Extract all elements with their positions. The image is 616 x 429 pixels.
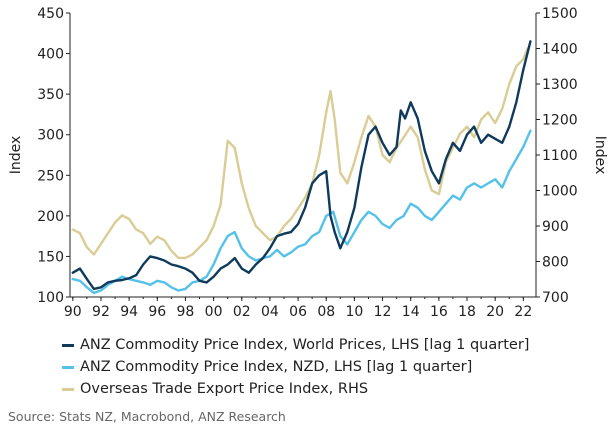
legend-swatch-nzd <box>62 365 74 369</box>
series-line-world-prices <box>71 40 532 291</box>
x-tick-label: 20 <box>486 304 504 320</box>
y-tick-right-label: 1500 <box>542 6 578 22</box>
x-tick-label: 98 <box>177 304 195 320</box>
axes <box>69 13 537 298</box>
legend-swatch-world-prices <box>62 343 74 347</box>
y-tick-right-label: 1000 <box>542 184 578 200</box>
chart: 1001502002503003504004507008009001000110… <box>8 6 608 320</box>
y-tick-right-label: 1200 <box>542 113 578 129</box>
x-tick-label: 22 <box>514 304 532 320</box>
legend-label-nzd: ANZ Commodity Price Index, NZD, LHS [lag… <box>80 359 473 375</box>
x-tick-label: 94 <box>120 304 138 320</box>
y-tick-left-label: 100 <box>37 290 64 306</box>
x-tick-label: 14 <box>402 304 420 320</box>
legend: ANZ Commodity Price Index, World Prices,… <box>62 334 529 400</box>
y-tick-right-label: 1100 <box>542 148 578 164</box>
y-axis-label-right: Index <box>592 136 608 175</box>
series-line-nzd <box>71 129 532 295</box>
x-tick-label: 92 <box>92 304 110 320</box>
legend-label-world-prices: ANZ Commodity Price Index, World Prices,… <box>80 337 530 353</box>
x-tick-label: 06 <box>289 304 307 320</box>
source-note: Source: Stats NZ, Macrobond, ANZ Researc… <box>8 409 286 424</box>
y-tick-left-label: 200 <box>37 209 64 225</box>
x-tick-label: 02 <box>233 304 251 320</box>
legend-swatch-export-price <box>62 387 74 391</box>
y-tick-left-label: 350 <box>37 87 64 103</box>
y-tick-left-label: 450 <box>37 6 64 22</box>
legend-label-export-price: Overseas Trade Export Price Index, RHS <box>80 381 369 397</box>
x-tick-label: 16 <box>430 304 448 320</box>
x-tick-label: 18 <box>458 304 476 320</box>
y-tick-left-label: 250 <box>37 168 64 184</box>
y-tick-right-label: 1300 <box>542 77 578 93</box>
legend-item-world-prices: ANZ Commodity Price Index, World Prices,… <box>62 334 529 356</box>
x-tick-label: 04 <box>261 304 279 320</box>
x-tick-label: 90 <box>64 304 82 320</box>
y-tick-right-label: 1400 <box>542 42 578 58</box>
x-tick-label: 96 <box>148 304 166 320</box>
series-layer <box>71 40 532 295</box>
y-tick-left-label: 150 <box>37 249 64 265</box>
x-tick-label: 08 <box>317 304 335 320</box>
legend-item-export-price: Overseas Trade Export Price Index, RHS <box>62 378 529 400</box>
y-tick-right-label: 800 <box>542 255 569 271</box>
y-tick-left-label: 400 <box>37 47 64 63</box>
ticks: 1001502002503003504004507008009001000110… <box>37 6 577 320</box>
y-axis-label-left: Index <box>8 136 24 175</box>
y-tick-right-label: 900 <box>542 219 569 235</box>
y-tick-left-label: 300 <box>37 128 64 144</box>
x-tick-label: 12 <box>374 304 392 320</box>
x-tick-label: 00 <box>205 304 223 320</box>
y-tick-right-label: 700 <box>542 290 569 306</box>
legend-item-nzd: ANZ Commodity Price Index, NZD, LHS [lag… <box>62 356 529 378</box>
x-tick-label: 10 <box>345 304 363 320</box>
series-line-export-price <box>71 47 529 260</box>
